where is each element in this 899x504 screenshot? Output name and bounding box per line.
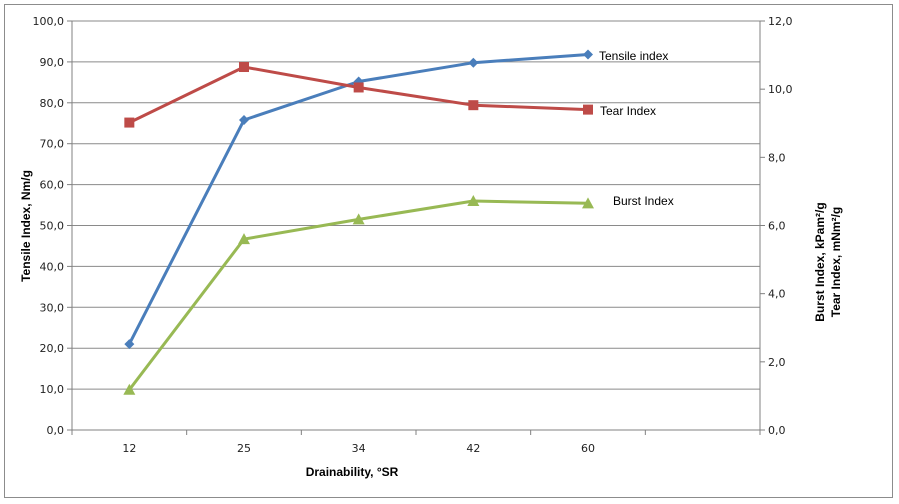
series-label-tensile: Tensile index xyxy=(599,49,668,63)
x-axis-ticks: 12 25 34 42 60 xyxy=(122,442,595,455)
y2-axis-title-burst: Burst Index, kPam²/g xyxy=(813,202,827,321)
data-point-burst xyxy=(352,213,365,225)
data-point-tear xyxy=(583,104,593,115)
data-point-burst xyxy=(582,197,594,209)
data-point-tensile xyxy=(583,49,593,60)
axes xyxy=(67,20,765,435)
y2-tick-label: 6,0 xyxy=(768,220,786,233)
series-line-tear xyxy=(128,65,589,124)
data-point-tear xyxy=(353,82,364,93)
y2-tick-label: 0,0 xyxy=(768,424,786,437)
y2-tick-label: 8,0 xyxy=(768,151,786,164)
y-tick-label: 50,0 xyxy=(40,220,65,233)
right-axis-ticks: 0,0 2,0 4,0 6,0 8,0 10,0 12,0 xyxy=(768,15,793,437)
x-tick-label: 34 xyxy=(352,442,366,455)
y2-tick-label: 10,0 xyxy=(768,83,793,96)
y-tick-label: 90,0 xyxy=(40,56,65,69)
data-point-tensile xyxy=(239,114,249,125)
data-point-tear xyxy=(468,100,479,111)
y2-tick-label: 4,0 xyxy=(768,288,786,301)
x-tick-label: 25 xyxy=(237,442,251,455)
data-point-tensile xyxy=(468,57,479,68)
data-point-tear xyxy=(124,117,135,128)
y-tick-label: 20,0 xyxy=(40,342,65,355)
left-axis-ticks: 0,0 10,0 20,0 30,0 40,0 50,0 60,0 70,0 80,0 90,0 1… xyxy=(33,15,65,437)
x-tick-label: 42 xyxy=(466,442,480,455)
y2-tick-label: 12,0 xyxy=(768,15,793,28)
x-tick-label: 12 xyxy=(122,442,136,455)
y-tick-label: 80,0 xyxy=(40,97,65,110)
data-point-burst xyxy=(238,233,250,245)
y-tick-label: 70,0 xyxy=(40,138,65,151)
y-tick-label: 40,0 xyxy=(40,260,65,273)
y-tick-label: 30,0 xyxy=(40,301,65,314)
x-axis-title: Drainability, °SR xyxy=(306,465,399,479)
gridlines xyxy=(72,20,760,390)
data-point-tensile xyxy=(124,339,135,350)
y2-axis-title-tear: Tear Index, mNm²/g xyxy=(829,207,843,317)
series-label-tear: Tear Index xyxy=(600,104,656,118)
data-point-tear xyxy=(239,62,249,73)
chart-frame xyxy=(4,4,893,498)
y-axis-title: Tensile Index, Nm/g xyxy=(19,170,33,282)
series-markers xyxy=(123,49,594,395)
y-tick-label: 10,0 xyxy=(40,383,65,396)
y-tick-label: 100,0 xyxy=(33,15,65,28)
x-tick-label: 60 xyxy=(581,442,595,455)
series-label-burst: Burst Index xyxy=(613,194,674,208)
y-tick-label: 0,0 xyxy=(47,424,65,437)
y-tick-label: 60,0 xyxy=(40,179,65,192)
data-point-burst xyxy=(123,383,136,395)
y2-tick-label: 2,0 xyxy=(768,356,786,369)
series-line-burst xyxy=(128,199,589,391)
data-point-burst xyxy=(467,194,480,206)
